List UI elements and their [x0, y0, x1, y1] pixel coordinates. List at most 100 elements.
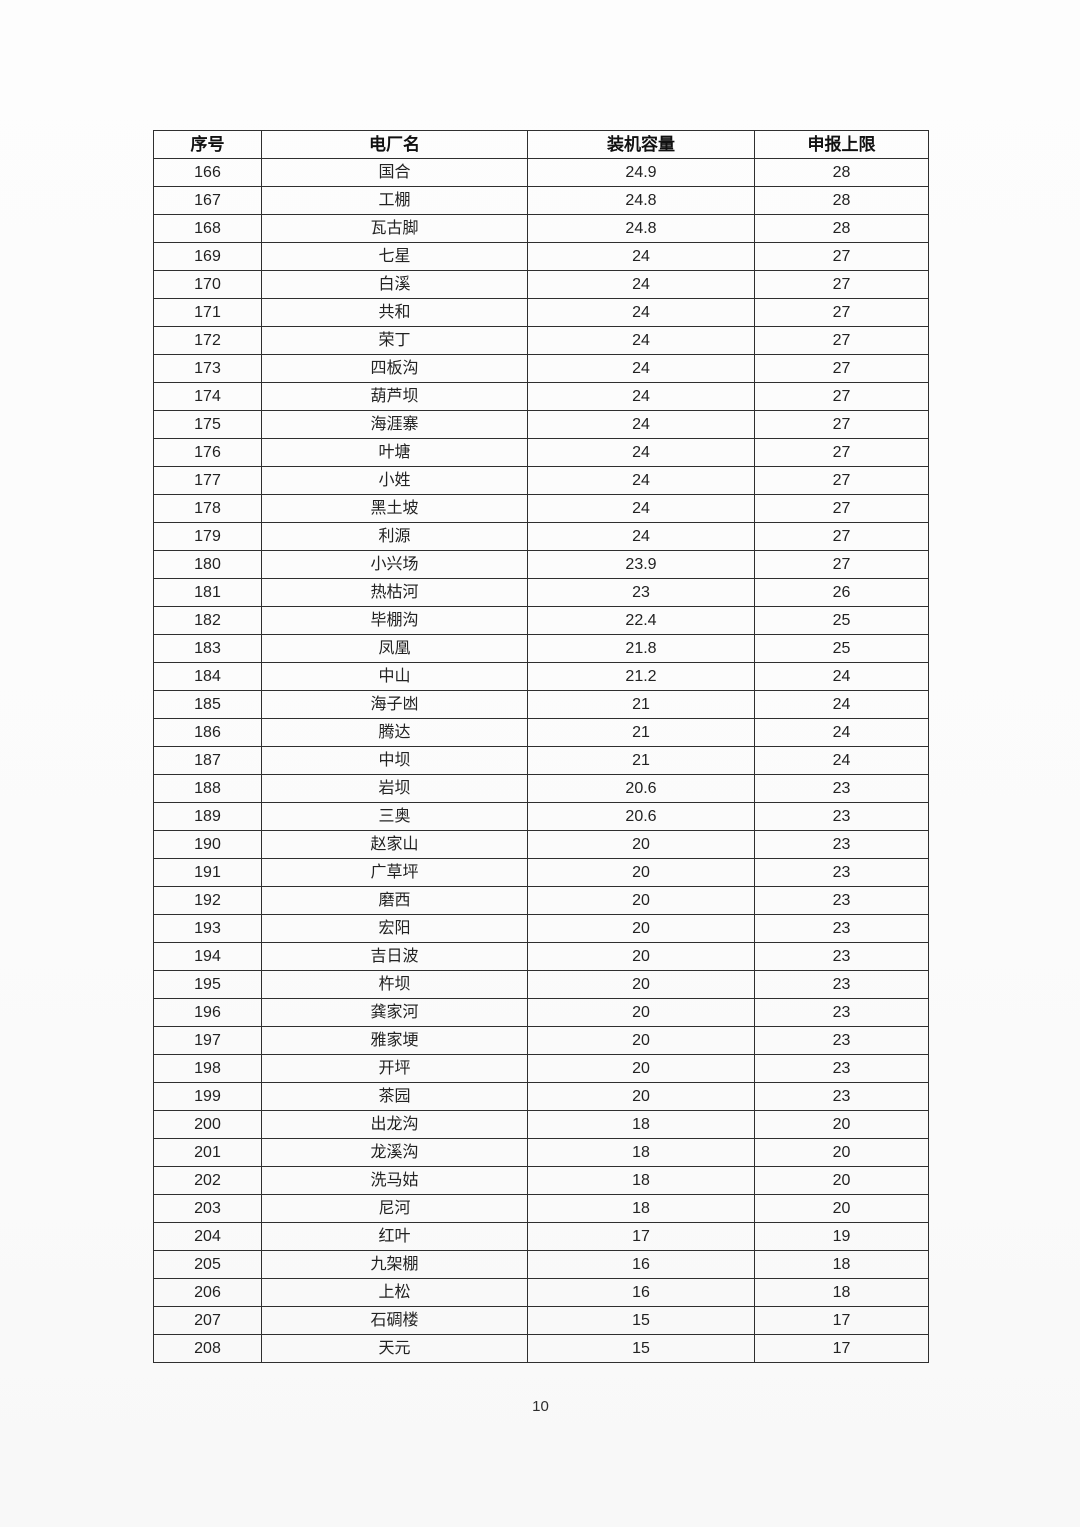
cell-installed-capacity: 24 — [527, 270, 755, 299]
cell-installed-capacity: 18 — [527, 1110, 755, 1139]
cell-plant-name: 广草坪 — [261, 858, 528, 887]
table-row: 168 瓦古脚 24.8 28 — [153, 214, 929, 243]
cell-serial-number: 205 — [153, 1250, 262, 1279]
cell-declaration-limit: 23 — [754, 886, 929, 915]
cell-declaration-limit: 24 — [754, 746, 929, 775]
cell-serial-number: 202 — [153, 1166, 262, 1195]
cell-plant-name: 赵家山 — [261, 830, 528, 859]
table-row: 207 石碉楼 15 17 — [153, 1306, 929, 1335]
table-row: 177 小姓 24 27 — [153, 466, 929, 495]
cell-plant-name: 四板沟 — [261, 354, 528, 383]
cell-serial-number: 194 — [153, 942, 262, 971]
table-row: 193 宏阳 20 23 — [153, 914, 929, 943]
cell-plant-name: 尼河 — [261, 1194, 528, 1223]
header-declaration-limit: 申报上限 — [754, 130, 929, 159]
table-header: 序号 电厂名 装机容量 申报上限 — [153, 130, 929, 159]
table-row: 172 荣丁 24 27 — [153, 326, 929, 355]
table-row: 179 利源 24 27 — [153, 522, 929, 551]
cell-serial-number: 198 — [153, 1054, 262, 1083]
cell-serial-number: 193 — [153, 914, 262, 943]
table-body: 166 国合 24.9 28 167 工棚 24.8 28 168 瓦古脚 24.8 28 169 七星 2… — [153, 158, 929, 1363]
cell-declaration-limit: 23 — [754, 970, 929, 999]
cell-declaration-limit: 23 — [754, 774, 929, 803]
table-row: 175 海涯寨 24 27 — [153, 410, 929, 439]
cell-serial-number: 181 — [153, 578, 262, 607]
cell-plant-name: 天元 — [261, 1334, 528, 1363]
cell-declaration-limit: 18 — [754, 1278, 929, 1307]
power-plant-table: 序号 电厂名 装机容量 申报上限 166 国合 24.9 28 167 工棚 24.8 28 1… — [153, 130, 929, 1363]
cell-declaration-limit: 20 — [754, 1166, 929, 1195]
cell-serial-number: 179 — [153, 522, 262, 551]
cell-declaration-limit: 28 — [754, 214, 929, 243]
cell-installed-capacity: 24 — [527, 410, 755, 439]
cell-serial-number: 207 — [153, 1306, 262, 1335]
cell-installed-capacity: 18 — [527, 1166, 755, 1195]
cell-plant-name: 吉日波 — [261, 942, 528, 971]
table-row: 185 海子凼 21 24 — [153, 690, 929, 719]
cell-installed-capacity: 23.9 — [527, 550, 755, 579]
table-row: 181 热枯河 23 26 — [153, 578, 929, 607]
cell-plant-name: 雅家埂 — [261, 1026, 528, 1055]
cell-serial-number: 189 — [153, 802, 262, 831]
cell-installed-capacity: 24 — [527, 438, 755, 467]
cell-declaration-limit: 26 — [754, 578, 929, 607]
cell-plant-name: 叶塘 — [261, 438, 528, 467]
cell-serial-number: 200 — [153, 1110, 262, 1139]
cell-plant-name: 热枯河 — [261, 578, 528, 607]
table-row: 202 洗马姑 18 20 — [153, 1166, 929, 1195]
header-row: 序号 电厂名 装机容量 申报上限 — [153, 130, 929, 159]
table-row: 191 广草坪 20 23 — [153, 858, 929, 887]
cell-installed-capacity: 21.2 — [527, 662, 755, 691]
cell-declaration-limit: 27 — [754, 466, 929, 495]
cell-declaration-limit: 27 — [754, 550, 929, 579]
table-row: 206 上松 16 18 — [153, 1278, 929, 1307]
cell-declaration-limit: 27 — [754, 494, 929, 523]
cell-installed-capacity: 21.8 — [527, 634, 755, 663]
cell-plant-name: 共和 — [261, 298, 528, 327]
cell-installed-capacity: 20 — [527, 858, 755, 887]
cell-installed-capacity: 24.9 — [527, 158, 755, 187]
cell-installed-capacity: 24 — [527, 382, 755, 411]
cell-declaration-limit: 27 — [754, 382, 929, 411]
cell-plant-name: 杵坝 — [261, 970, 528, 999]
table-row: 178 黑土坡 24 27 — [153, 494, 929, 523]
table-row: 167 工棚 24.8 28 — [153, 186, 929, 215]
cell-serial-number: 201 — [153, 1138, 262, 1167]
table-row: 208 天元 15 17 — [153, 1334, 929, 1363]
cell-declaration-limit: 20 — [754, 1110, 929, 1139]
cell-plant-name: 红叶 — [261, 1222, 528, 1251]
cell-installed-capacity: 24 — [527, 298, 755, 327]
table-row: 192 磨西 20 23 — [153, 886, 929, 915]
table-row: 180 小兴场 23.9 27 — [153, 550, 929, 579]
cell-installed-capacity: 16 — [527, 1250, 755, 1279]
cell-plant-name: 开坪 — [261, 1054, 528, 1083]
cell-plant-name: 腾达 — [261, 718, 528, 747]
cell-installed-capacity: 20 — [527, 970, 755, 999]
cell-serial-number: 183 — [153, 634, 262, 663]
cell-installed-capacity: 24 — [527, 354, 755, 383]
table-row: 201 龙溪沟 18 20 — [153, 1138, 929, 1167]
table-row: 195 杵坝 20 23 — [153, 970, 929, 999]
table-row: 187 中坝 21 24 — [153, 746, 929, 775]
cell-declaration-limit: 18 — [754, 1250, 929, 1279]
cell-declaration-limit: 24 — [754, 662, 929, 691]
table-row: 176 叶塘 24 27 — [153, 438, 929, 467]
cell-installed-capacity: 20 — [527, 830, 755, 859]
cell-installed-capacity: 15 — [527, 1334, 755, 1363]
cell-declaration-limit: 27 — [754, 298, 929, 327]
cell-serial-number: 169 — [153, 242, 262, 271]
cell-serial-number: 196 — [153, 998, 262, 1027]
table-row: 198 开坪 20 23 — [153, 1054, 929, 1083]
table-row: 173 四板沟 24 27 — [153, 354, 929, 383]
header-installed-capacity: 装机容量 — [527, 130, 755, 159]
header-serial-number: 序号 — [153, 130, 262, 159]
cell-installed-capacity: 21 — [527, 718, 755, 747]
table-row: 199 茶园 20 23 — [153, 1082, 929, 1111]
cell-plant-name: 龙溪沟 — [261, 1138, 528, 1167]
cell-declaration-limit: 17 — [754, 1334, 929, 1363]
cell-declaration-limit: 24 — [754, 718, 929, 747]
cell-plant-name: 小姓 — [261, 466, 528, 495]
cell-installed-capacity: 23 — [527, 578, 755, 607]
cell-declaration-limit: 27 — [754, 242, 929, 271]
cell-plant-name: 九架棚 — [261, 1250, 528, 1279]
